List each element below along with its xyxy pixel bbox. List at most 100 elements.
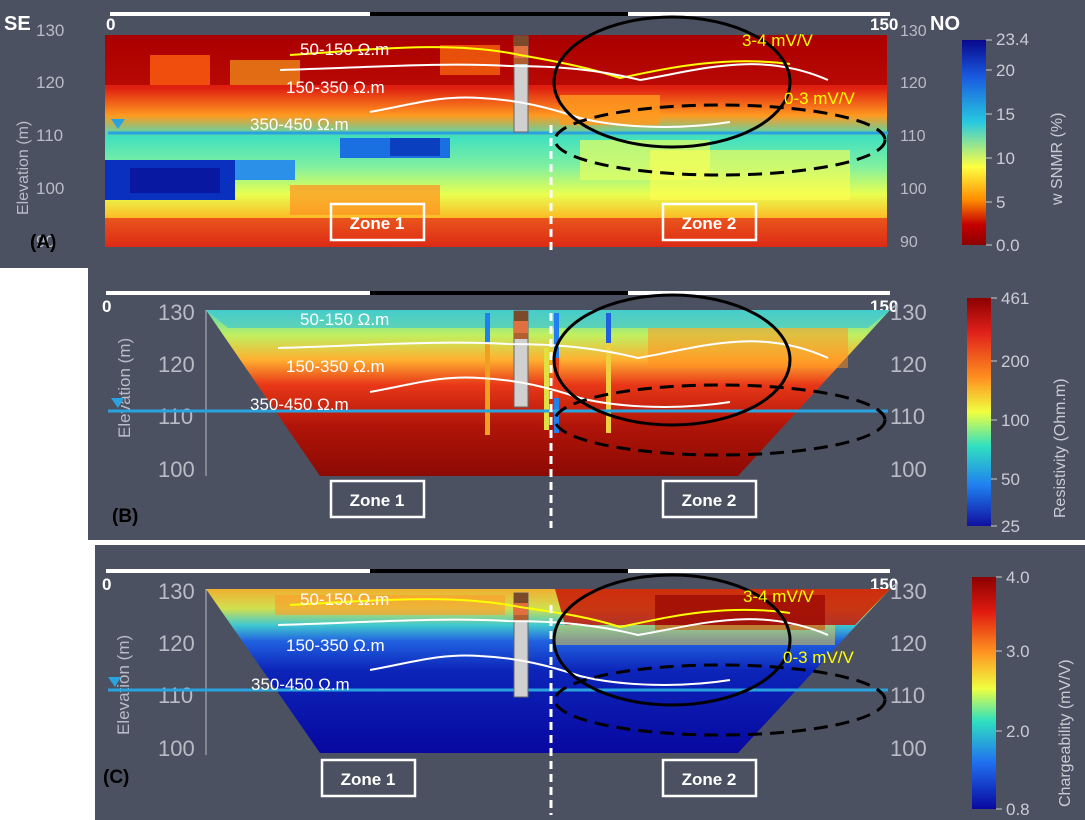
y-tick: 120 [158,631,195,656]
y-tick-right: 100 [900,181,927,198]
zone-1-label: Zone 1 [350,491,405,510]
borehole-log [513,592,529,698]
anomaly-ellipse [552,573,792,707]
water-table-marker-icon [111,398,124,408]
colorbar-tick: 2.0 [1006,722,1030,741]
direction-left-label: SE [4,13,31,35]
colorbar-tick: 461 [1001,289,1029,308]
y-axis-label: Elevation (m) [115,338,134,438]
colorbar-snmr [962,39,992,246]
anomaly-ellipse-dashed [553,383,887,457]
colorbar-tick: 3.0 [1006,642,1030,661]
panel-a: SE NO 0 150 130 120 110 100 90 Elevat [0,0,1085,268]
colorbar-tick: 200 [1001,352,1029,371]
panel-c: 0 150 130 120 110 100 Elevation (m) 130 … [95,545,1085,820]
ip-label-high: 3-4 mV/V [743,587,815,606]
iso-label-r3: 350-450 Ω.m [250,395,349,414]
colorbar-tick: 4.0 [1006,568,1030,587]
y-tick-right: 130 [890,300,927,325]
chargeability-section [206,589,890,753]
panel-letter: (C) [103,767,129,788]
zone-1-box [329,202,426,242]
y-tick: 100 [36,179,64,198]
snmr-section [105,35,887,247]
colorbar-tick: 25 [1001,517,1020,536]
zone-1-box [320,758,417,798]
isoline-yellow [289,46,791,80]
iso-label-r1: 50-150 Ω.m [300,590,389,609]
distance-start-label: 0 [102,297,111,316]
y-tick-right: 110 [890,404,925,429]
panel-letter: (A) [30,232,56,253]
y-tick: 100 [158,736,195,761]
y-tick: 110 [36,126,63,145]
anomaly-ellipse-dashed [553,103,887,177]
zone-1-label: Zone 1 [341,770,396,789]
y-tick-right: 130 [900,23,927,40]
y-tick: 120 [36,73,64,92]
colorbar-resistivity [967,297,997,527]
direction-right-label: NO [930,13,960,35]
y-tick-right: 110 [900,128,926,145]
iso-label-r3: 350-450 Ω.m [250,115,349,134]
y-tick-right: 120 [890,352,927,377]
y-tick: 130 [36,21,64,40]
zone-2-box [661,758,758,798]
y-tick: 90 [36,232,55,251]
distance-end-label: 150 [870,15,898,34]
distance-start-label: 0 [106,15,115,34]
distance-bar [106,569,890,573]
y-tick-right: 130 [890,579,927,604]
colorbar-tick: 50 [1001,470,1020,489]
iso-label-r2: 150-350 Ω.m [286,78,385,97]
isoline-white [369,96,731,128]
distance-start-label: 0 [102,575,111,594]
colorbar-title: Resistivity (Ohm.m) [1052,378,1069,518]
ip-label-low: 0-3 mV/V [784,89,856,108]
y-tick: 130 [158,579,195,604]
iso-label-r2: 150-350 Ω.m [286,357,385,376]
isoline-white [369,376,731,408]
panel-b: 0 150 130 120 110 100 Elevation (m) 130 … [88,268,1085,540]
anomaly-ellipse-dashed [553,663,887,737]
y-tick: 110 [158,683,193,708]
borehole-log [513,310,529,408]
y-tick: 120 [158,352,195,377]
y-tick-right: 120 [900,75,927,92]
anomaly-ellipse [552,293,792,427]
zone-2-label: Zone 2 [682,214,737,233]
y-tick-right: 90 [900,234,918,251]
colorbar-title: w SNMR (%) [1049,113,1066,206]
isoline-white [369,654,731,686]
zone-2-box [661,202,758,242]
colorbar-tick: 23.4 [996,30,1029,49]
zone-2-box [661,479,758,519]
y-tick: 100 [158,457,195,482]
distance-bar [106,291,890,295]
colorbar-title: Chargeability (mV/V) [1057,659,1074,807]
isoline-white [277,340,829,360]
iso-label-r3: 350-450 Ω.m [251,675,350,694]
water-table-marker-icon [111,119,125,129]
distance-bar [110,12,890,16]
colorbar-tick: 10 [996,149,1015,168]
y-axis-label: Elevation (m) [15,121,32,215]
zone-1-label: Zone 1 [350,214,405,233]
zone-1-box [329,479,426,519]
colorbar-tick: 100 [1001,411,1029,430]
y-tick-right: 100 [890,457,927,482]
iso-label-r1: 50-150 Ω.m [300,310,389,329]
isoline-white [279,63,829,82]
borehole-log [513,35,529,133]
colorbar-tick: 0.0 [996,236,1020,255]
colorbar-chargeability [972,576,1002,810]
anomaly-ellipse [552,15,792,149]
iso-label-r1: 50-150 Ω.m [300,40,389,59]
colorbar-tick: 0.8 [1006,800,1030,819]
zone-2-label: Zone 2 [682,491,737,510]
y-tick: 130 [158,300,195,325]
isoline-white [277,618,829,637]
colorbar-tick: 15 [996,105,1015,124]
zone-2-label: Zone 2 [682,770,737,789]
iso-label-r2: 150-350 Ω.m [286,636,385,655]
